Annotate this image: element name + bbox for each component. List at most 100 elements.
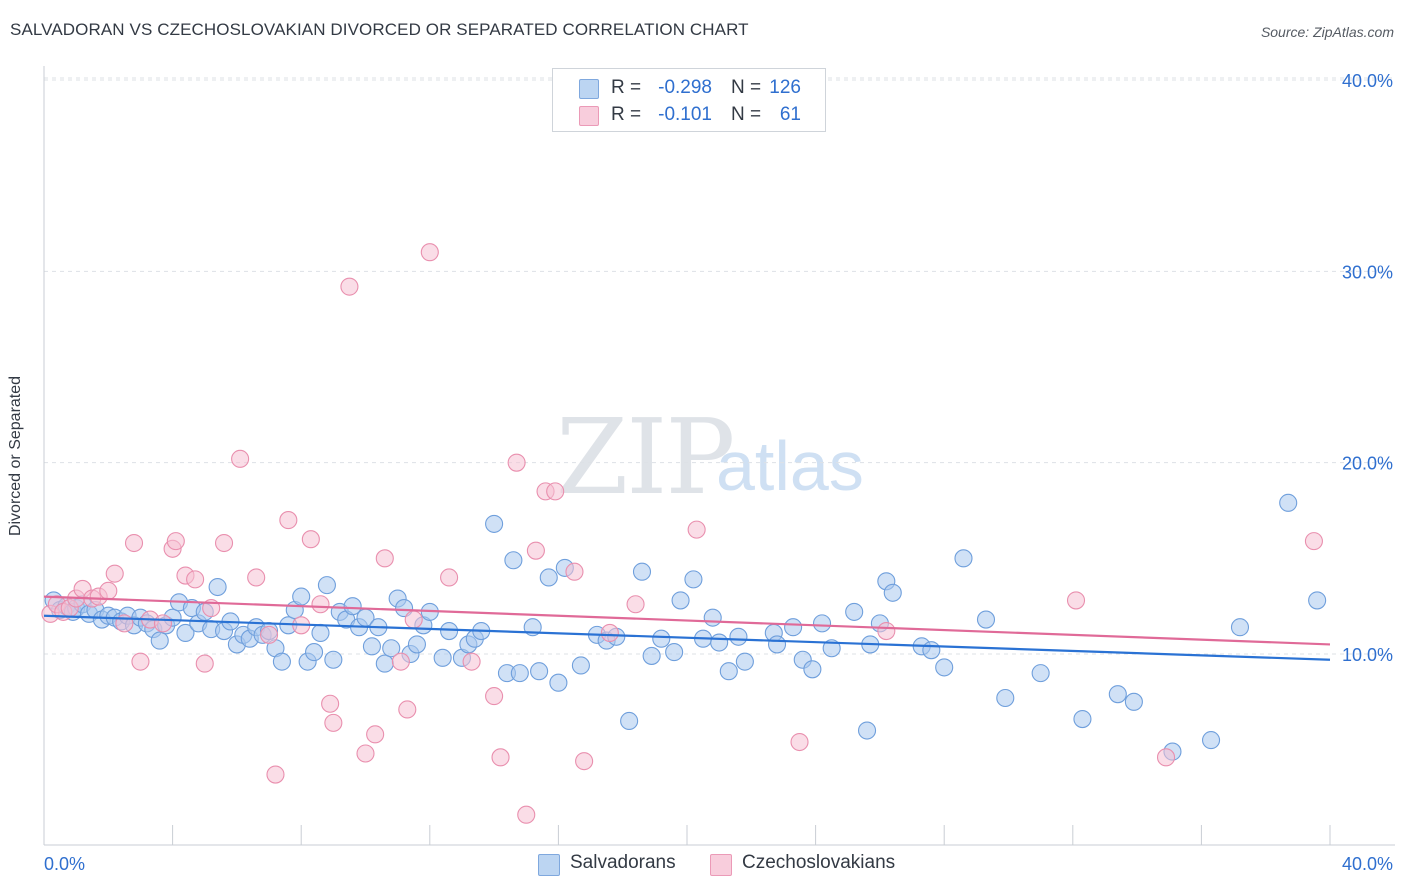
salvadoran-point bbox=[922, 641, 941, 660]
y-tick-label: 20.0% bbox=[1342, 454, 1393, 474]
czechoslovakian-point bbox=[1066, 591, 1086, 610]
salvadoran-point bbox=[703, 608, 722, 627]
watermark-zip: ZIP bbox=[556, 396, 735, 518]
czechoslovakian-point bbox=[247, 568, 266, 587]
salvadoran-point bbox=[539, 568, 558, 587]
czechoslovakian-point bbox=[231, 449, 250, 468]
czechoslovakian-point bbox=[153, 614, 173, 633]
salvadoran-point bbox=[440, 621, 459, 641]
czechoslovakian-point bbox=[301, 530, 320, 549]
points-layer bbox=[41, 243, 1327, 824]
czechoslovakian-point bbox=[565, 562, 584, 581]
legend-label-czechoslovakians: Czechoslovakians bbox=[742, 852, 896, 873]
salvadoran-trend-line bbox=[43, 614, 1331, 661]
salvadoran-point bbox=[343, 597, 362, 616]
czechoslovakian-point bbox=[420, 243, 439, 262]
czechoslovakian-point bbox=[259, 625, 279, 644]
czechoslovakian-point bbox=[214, 533, 234, 553]
stats-legend-row-czechoslovakians: R = -0.101 N = 61 bbox=[553, 102, 825, 128]
salvadoran-point bbox=[642, 646, 661, 665]
stats-legend: R = -0.298 N = 126 R = -0.101 N = 61 bbox=[552, 68, 826, 132]
salvadoran-point bbox=[935, 658, 954, 677]
x-tick-label: 40.0% bbox=[1342, 854, 1393, 874]
salvadoran-point bbox=[822, 639, 841, 658]
salvadoran-point bbox=[433, 648, 452, 667]
czechoslovakian-point bbox=[391, 652, 410, 671]
czechoslovakian-point bbox=[507, 453, 526, 472]
czechoslovakian-point bbox=[1156, 748, 1176, 767]
salvadoran-point bbox=[845, 602, 864, 621]
salvadoran-point bbox=[305, 643, 324, 662]
source-label: Source: ZipAtlas.com bbox=[1260, 24, 1394, 40]
salvadoran-point bbox=[620, 711, 639, 731]
salvadoran-point bbox=[485, 514, 504, 533]
salvadoran-point bbox=[510, 664, 529, 683]
salvadoran-point bbox=[652, 629, 671, 648]
salvadoran-point bbox=[812, 614, 832, 633]
x-tick-label: 0.0% bbox=[44, 854, 85, 874]
salvadoran-point bbox=[665, 643, 684, 662]
czechoslovakian-point bbox=[131, 652, 150, 671]
salvadoran-point bbox=[176, 623, 195, 643]
salvadoran-point bbox=[735, 652, 754, 671]
y-tick-label: 10.0% bbox=[1342, 645, 1393, 665]
salvadoran-point bbox=[317, 576, 336, 595]
czechoslovakian-point bbox=[195, 654, 214, 673]
salvadoran-point bbox=[1230, 618, 1250, 637]
stats-legend-row-salvadorans: R = -0.298 N = 126 bbox=[553, 75, 825, 101]
salvadoran-point bbox=[311, 623, 330, 643]
salvadoran-point bbox=[954, 549, 973, 568]
czechoslovakian-point bbox=[526, 541, 545, 560]
czechoslovakian-point bbox=[366, 725, 385, 744]
czechoslovakian-point bbox=[375, 549, 394, 568]
czechoslovakian-point bbox=[790, 732, 809, 752]
salvadoran-point bbox=[208, 577, 227, 597]
salvadoran-point bbox=[1279, 493, 1298, 512]
chart-title: SALVADORAN VS CZECHOSLOVAKIAN DIVORCED O… bbox=[10, 20, 749, 39]
salvadoran-point bbox=[883, 583, 902, 602]
czechoslovakian-point bbox=[687, 520, 706, 539]
czechoslovakian-point bbox=[877, 621, 896, 641]
czechoslovakian-point bbox=[546, 482, 565, 501]
legend-n-label: N = bbox=[731, 104, 762, 125]
watermark-atlas: atlas bbox=[716, 427, 864, 505]
salvadoran-point bbox=[504, 551, 523, 570]
czechoslovakian-point bbox=[266, 765, 285, 784]
trend-layer bbox=[43, 595, 1331, 661]
salvadoran-point bbox=[382, 639, 401, 658]
salvadoran-point bbox=[530, 662, 549, 681]
czechoslovakian-trend-line bbox=[43, 595, 1331, 646]
czechoslovakian-point bbox=[279, 511, 298, 530]
czechoslovakian-point bbox=[626, 595, 645, 614]
salvadoran-point bbox=[710, 633, 729, 652]
czechoslovakian-point bbox=[575, 752, 594, 771]
legend-swatch-blue bbox=[579, 79, 599, 99]
czechoslovakian-point bbox=[321, 694, 340, 713]
salvadoran-point bbox=[1308, 591, 1327, 610]
czechoslovakian-point bbox=[491, 748, 510, 767]
legend-r-label: R = bbox=[611, 104, 642, 125]
tick-label-layer: 10.0% 20.0% 30.0% 40.0% 0.0% 40.0% bbox=[44, 71, 1393, 874]
salvadoran-point bbox=[671, 591, 690, 610]
salvadoran-point bbox=[729, 627, 748, 646]
salvadoran-point bbox=[1201, 731, 1221, 750]
salvadoran-point bbox=[362, 637, 381, 656]
salvadoran-point bbox=[632, 562, 652, 581]
czechoslovakian-point bbox=[324, 713, 343, 732]
salvadoran-point bbox=[996, 688, 1015, 708]
legend-n-value: 126 bbox=[769, 77, 801, 98]
salvadoran-point bbox=[1031, 664, 1050, 683]
salvadoran-point bbox=[292, 587, 311, 606]
grid-layer bbox=[44, 77, 1395, 655]
czechoslovakian-point bbox=[124, 533, 144, 553]
salvadoran-point bbox=[976, 610, 996, 629]
salvadoran-point bbox=[549, 673, 568, 692]
legend-swatch-blue bbox=[538, 854, 560, 876]
salvadoran-point bbox=[324, 650, 343, 669]
salvadoran-point bbox=[767, 635, 787, 654]
y-tick-label: 30.0% bbox=[1342, 262, 1393, 282]
czechoslovakian-point bbox=[166, 532, 185, 551]
czechoslovakian-point bbox=[1304, 532, 1323, 551]
salvadoran-point bbox=[272, 652, 291, 671]
